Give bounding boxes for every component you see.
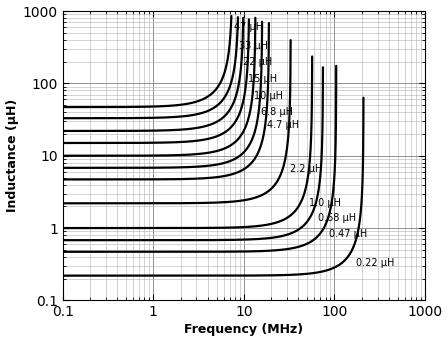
Y-axis label: Inductance (μH): Inductance (μH) — [5, 99, 18, 212]
Text: 4.7 μH: 4.7 μH — [267, 120, 299, 130]
Text: 10 μH: 10 μH — [254, 91, 283, 101]
Text: 0.47 μH: 0.47 μH — [329, 229, 367, 239]
Text: 15 μH: 15 μH — [248, 74, 277, 84]
Text: 1.0 μH: 1.0 μH — [309, 198, 340, 208]
Text: 6.8 μH: 6.8 μH — [261, 107, 293, 117]
Text: 47 μH: 47 μH — [234, 22, 263, 32]
X-axis label: Frequency (MHz): Frequency (MHz) — [184, 324, 303, 337]
Text: 0.22 μH: 0.22 μH — [356, 258, 395, 268]
Text: 2.2 μH: 2.2 μH — [289, 164, 322, 174]
Text: 33 μH: 33 μH — [239, 41, 268, 51]
Text: 0.68 μH: 0.68 μH — [318, 212, 356, 223]
Text: 22 μH: 22 μH — [243, 57, 272, 67]
